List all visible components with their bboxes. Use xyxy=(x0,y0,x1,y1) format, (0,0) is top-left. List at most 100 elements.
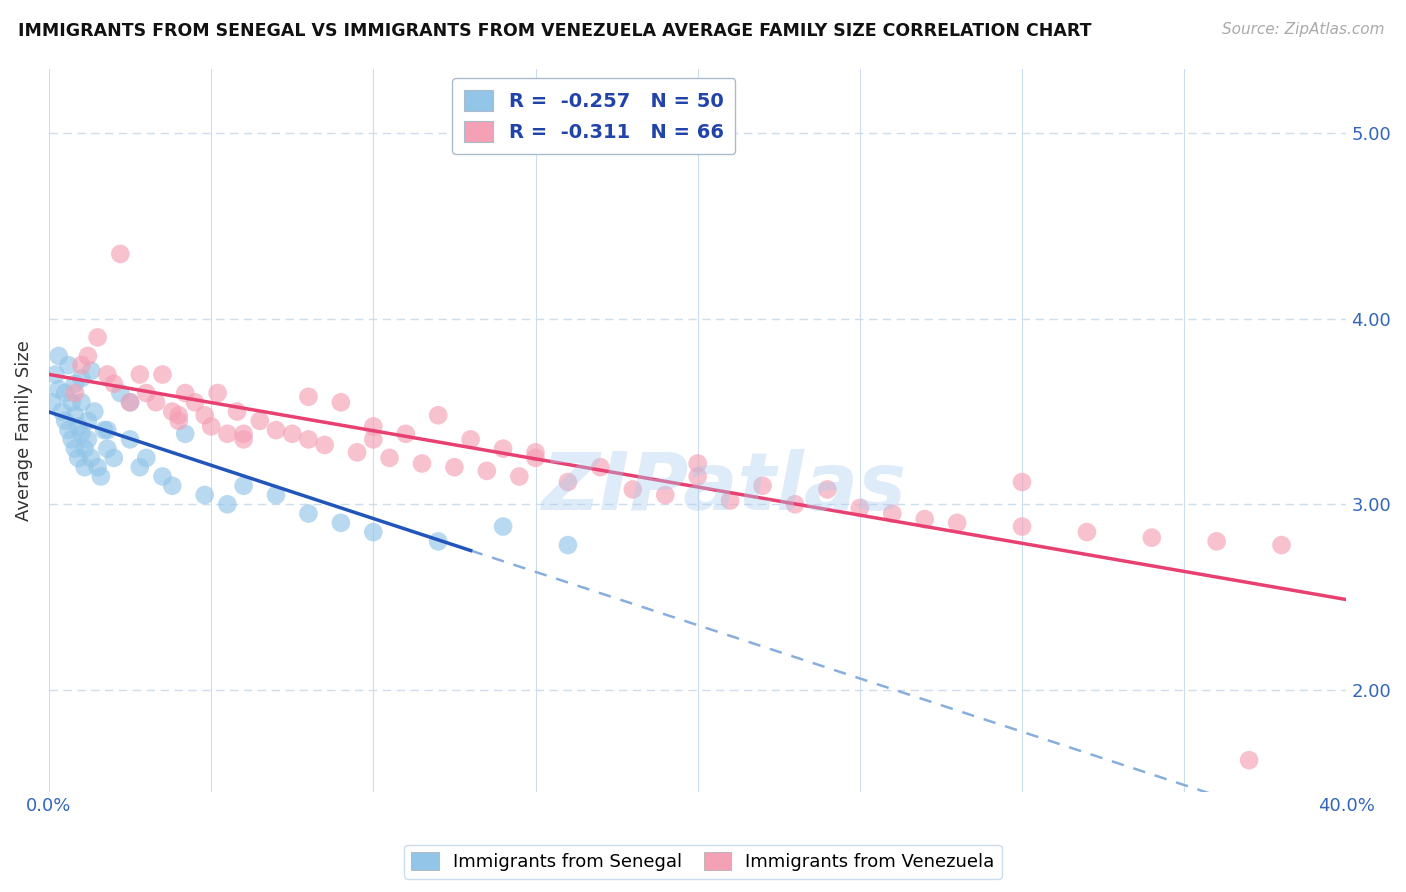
Point xyxy=(80,364,103,378)
Point xyxy=(751,479,773,493)
Point xyxy=(686,457,709,471)
Point xyxy=(48,349,70,363)
Point xyxy=(96,368,118,382)
Point xyxy=(44,368,66,382)
Point xyxy=(93,423,115,437)
Point xyxy=(184,395,207,409)
Text: Source: ZipAtlas.com: Source: ZipAtlas.com xyxy=(1222,22,1385,37)
Point xyxy=(411,457,433,471)
Point xyxy=(718,493,741,508)
Point xyxy=(1011,475,1033,489)
Point xyxy=(524,445,547,459)
Point xyxy=(58,358,80,372)
Point xyxy=(363,433,385,447)
Point xyxy=(232,426,254,441)
Point xyxy=(654,488,676,502)
Point xyxy=(589,460,612,475)
Point xyxy=(492,519,515,533)
Point xyxy=(41,395,63,409)
Point xyxy=(73,460,96,475)
Point xyxy=(264,423,287,437)
Point xyxy=(70,395,93,409)
Point xyxy=(96,442,118,456)
Point xyxy=(63,409,86,423)
Point xyxy=(226,404,249,418)
Point xyxy=(329,516,352,530)
Point xyxy=(297,507,319,521)
Point xyxy=(363,419,385,434)
Point xyxy=(60,433,83,447)
Point xyxy=(120,395,142,409)
Point xyxy=(73,442,96,456)
Point xyxy=(135,386,157,401)
Point xyxy=(67,450,90,465)
Point xyxy=(128,460,150,475)
Point xyxy=(783,497,806,511)
Point xyxy=(1011,519,1033,533)
Point xyxy=(53,386,76,401)
Point xyxy=(217,497,239,511)
Point xyxy=(1076,525,1098,540)
Point xyxy=(217,426,239,441)
Point xyxy=(329,395,352,409)
Point xyxy=(48,382,70,396)
Point xyxy=(557,475,579,489)
Point xyxy=(70,358,93,372)
Point xyxy=(160,404,183,418)
Point xyxy=(103,376,125,391)
Point xyxy=(70,371,93,385)
Legend: Immigrants from Senegal, Immigrants from Venezuela: Immigrants from Senegal, Immigrants from… xyxy=(405,845,1001,879)
Point xyxy=(67,419,90,434)
Point xyxy=(207,386,229,401)
Point xyxy=(110,247,132,261)
Point xyxy=(167,414,190,428)
Point xyxy=(120,433,142,447)
Point xyxy=(314,438,336,452)
Point xyxy=(152,469,174,483)
Point xyxy=(152,368,174,382)
Point xyxy=(80,450,103,465)
Y-axis label: Average Family Size: Average Family Size xyxy=(15,340,32,521)
Point xyxy=(77,433,100,447)
Point xyxy=(1237,753,1260,767)
Point xyxy=(946,516,969,530)
Point xyxy=(1140,531,1163,545)
Point xyxy=(1270,538,1292,552)
Point xyxy=(297,433,319,447)
Point xyxy=(297,390,319,404)
Point xyxy=(281,426,304,441)
Point xyxy=(264,488,287,502)
Point xyxy=(475,464,498,478)
Point xyxy=(346,445,368,459)
Point xyxy=(427,409,450,423)
Point xyxy=(77,414,100,428)
Point xyxy=(120,395,142,409)
Point xyxy=(90,469,112,483)
Point xyxy=(621,483,644,497)
Point xyxy=(460,433,482,447)
Point xyxy=(232,479,254,493)
Point xyxy=(232,433,254,447)
Point xyxy=(135,450,157,465)
Point xyxy=(443,460,465,475)
Legend: R =  -0.257   N = 50, R =  -0.311   N = 66: R = -0.257 N = 50, R = -0.311 N = 66 xyxy=(453,78,735,153)
Point xyxy=(63,376,86,391)
Point xyxy=(363,525,385,540)
Point xyxy=(524,450,547,465)
Point xyxy=(174,386,197,401)
Point xyxy=(686,469,709,483)
Point xyxy=(194,488,217,502)
Point xyxy=(58,423,80,437)
Point xyxy=(110,386,132,401)
Point xyxy=(1205,534,1227,549)
Point xyxy=(96,423,118,437)
Text: ZIPatlas: ZIPatlas xyxy=(541,449,905,527)
Point xyxy=(557,538,579,552)
Point xyxy=(63,442,86,456)
Point xyxy=(53,414,76,428)
Point xyxy=(249,414,271,428)
Point xyxy=(492,442,515,456)
Point xyxy=(77,349,100,363)
Point xyxy=(914,512,936,526)
Point xyxy=(849,500,872,515)
